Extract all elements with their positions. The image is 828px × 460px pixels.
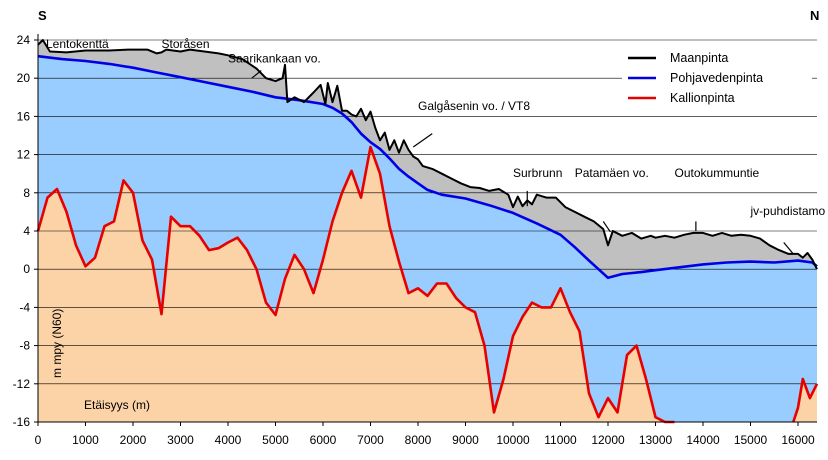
x-tick-label: 4000	[215, 433, 242, 447]
series-line-kallionpinta	[36, 145, 675, 424]
y-tick-label: -8	[19, 339, 30, 353]
y-tick-label: -12	[13, 377, 31, 391]
y-axis-label: m mpy (N60)	[50, 309, 64, 378]
y-tick-label: 16	[17, 109, 31, 123]
x-tick-label: 5000	[262, 433, 289, 447]
annotation-label: jv-puhdistamo	[750, 204, 826, 218]
y-tick-label: 8	[23, 186, 30, 200]
x-tick-label: 13000	[639, 433, 673, 447]
x-tick-label: 10000	[496, 433, 530, 447]
legend-label: Kallionpinta	[670, 91, 735, 105]
x-tick-label: 11000	[544, 433, 577, 447]
y-tick-label: 4	[23, 224, 30, 238]
annotation-arrow	[602, 221, 611, 233]
annotation-label: Galgåsenin vo. / VT8	[418, 99, 530, 113]
bedrock-fill-north	[793, 379, 817, 422]
y-tick-label: 24	[17, 33, 31, 47]
legend-label: Pohjavedenpinta	[670, 71, 763, 85]
bedrock-fill	[38, 147, 675, 422]
direction-right-label: N	[810, 8, 819, 23]
y-tick-label: 20	[17, 71, 31, 85]
x-tick-label: 16000	[781, 433, 815, 447]
x-tick-label: 12000	[591, 433, 625, 447]
annotation-label: Saarikankaan vo.	[228, 51, 321, 65]
direction-left-label: S	[38, 8, 47, 23]
legend-label: Maanpinta	[670, 51, 728, 65]
annotation-label: Storåsen	[162, 37, 210, 51]
x-tick-label: 7000	[357, 433, 384, 447]
annotation-arrow	[783, 242, 794, 255]
y-tick-label: -4	[19, 300, 30, 314]
annotation-label: Patamäen vo.	[575, 166, 649, 180]
annotation-label: Lentokenttä	[46, 37, 109, 51]
x-tick-label: 3000	[167, 433, 194, 447]
annotation-label: Surbrunn	[513, 166, 562, 180]
annotation-arrow	[251, 70, 262, 79]
x-tick-label: 8000	[405, 433, 432, 447]
x-tick-label: 14000	[686, 433, 720, 447]
x-tick-label: 15000	[734, 433, 768, 447]
x-axis-label: Etäisyys (m)	[84, 398, 150, 412]
x-tick-label: 6000	[310, 433, 337, 447]
series-line-pohjavedenpinta	[37, 54, 818, 280]
annotation-arrow	[412, 133, 433, 148]
y-tick-label: -16	[13, 415, 31, 429]
x-tick-label: 0	[35, 433, 42, 447]
y-tick-label: 0	[23, 262, 30, 276]
series-line-maanpinta	[37, 39, 818, 270]
x-tick-label: 1000	[72, 433, 99, 447]
y-tick-label: 12	[17, 148, 31, 162]
x-tick-label: 9000	[452, 433, 479, 447]
x-tick-label: 2000	[120, 433, 147, 447]
annotation-label: Outokummuntie	[675, 166, 760, 180]
series-line-kallionpinta-north	[792, 377, 819, 423]
